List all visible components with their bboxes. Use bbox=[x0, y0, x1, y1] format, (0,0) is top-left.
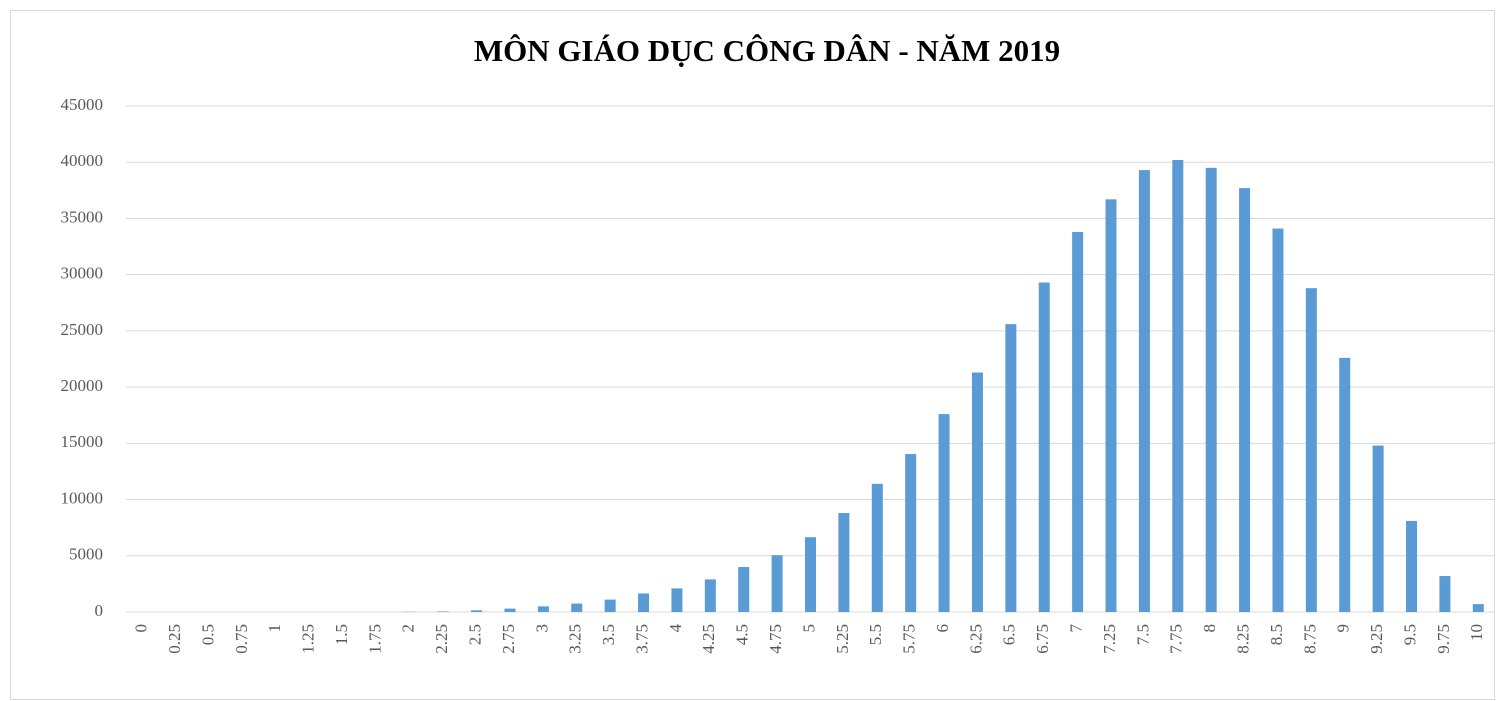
bar bbox=[1172, 159, 1184, 612]
x-tick-label: 8.75 bbox=[1300, 624, 1319, 654]
bar bbox=[1272, 228, 1284, 612]
x-tick-label: 1.75 bbox=[365, 624, 384, 654]
y-tick-label: 5000 bbox=[69, 545, 103, 564]
x-tick-label: 4.5 bbox=[733, 624, 752, 645]
bar bbox=[1472, 604, 1484, 612]
bar bbox=[1339, 357, 1351, 612]
x-tick-label: 2 bbox=[399, 624, 418, 633]
y-tick-label: 45000 bbox=[61, 95, 104, 114]
bar bbox=[1439, 576, 1451, 612]
x-tick-label: 6.5 bbox=[1000, 624, 1019, 645]
bar bbox=[1305, 288, 1317, 612]
x-tick-label: 3.5 bbox=[599, 624, 618, 645]
chart-frame bbox=[10, 10, 1495, 700]
y-tick-label: 10000 bbox=[61, 488, 104, 507]
chart-title: MÔN GIÁO DỤC CÔNG DÂN - NĂM 2019 bbox=[474, 33, 1060, 68]
x-tick-label: 7.75 bbox=[1167, 624, 1186, 654]
x-tick-label: 9.25 bbox=[1367, 624, 1386, 654]
bar bbox=[1406, 520, 1418, 612]
x-tick-label: 10 bbox=[1467, 624, 1486, 641]
x-tick-label: 5 bbox=[799, 624, 818, 633]
x-tick-label: 8.5 bbox=[1267, 624, 1286, 645]
y-tick-label: 0 bbox=[95, 601, 104, 620]
x-tick-label: 7.5 bbox=[1133, 624, 1152, 645]
bar bbox=[871, 483, 883, 612]
bar bbox=[537, 606, 549, 612]
x-tick-label: 8 bbox=[1200, 624, 1219, 633]
y-tick-label: 20000 bbox=[61, 376, 104, 395]
x-tick-label: 5.25 bbox=[833, 624, 852, 654]
bar bbox=[1138, 170, 1150, 613]
bar bbox=[938, 414, 950, 612]
x-tick-label: 2.75 bbox=[499, 624, 518, 654]
bar bbox=[1038, 282, 1050, 612]
y-tick-label: 15000 bbox=[61, 432, 104, 451]
bar bbox=[905, 454, 917, 612]
bar bbox=[504, 608, 516, 612]
x-tick-label: 1.25 bbox=[299, 624, 318, 654]
x-tick-label: 2.25 bbox=[432, 624, 451, 654]
x-tick-label: 8.25 bbox=[1233, 624, 1252, 654]
bar bbox=[604, 599, 616, 612]
y-tick-label: 30000 bbox=[61, 264, 104, 283]
x-tick-label: 7.25 bbox=[1100, 624, 1119, 654]
x-tick-label: 1 bbox=[265, 624, 284, 633]
bar bbox=[1205, 167, 1217, 612]
x-tick-label: 1.5 bbox=[332, 624, 351, 645]
bar bbox=[738, 567, 750, 612]
bar bbox=[704, 579, 716, 612]
x-tick-label: 7 bbox=[1067, 624, 1086, 633]
x-tick-label: 4.25 bbox=[699, 624, 718, 654]
bar bbox=[971, 372, 983, 612]
x-tick-label: 9.5 bbox=[1400, 624, 1419, 645]
bar bbox=[471, 610, 483, 612]
x-tick-label: 3.25 bbox=[566, 624, 585, 654]
bar bbox=[805, 537, 816, 612]
bar bbox=[1105, 199, 1117, 612]
x-tick-label: 6.75 bbox=[1033, 624, 1052, 654]
x-tick-label: 0.25 bbox=[165, 624, 184, 654]
x-tick-label: 0 bbox=[132, 624, 151, 633]
bar bbox=[671, 588, 683, 612]
bar bbox=[1239, 188, 1251, 612]
x-tick-label: 6.25 bbox=[966, 624, 985, 654]
bar bbox=[838, 513, 850, 612]
y-tick-label: 25000 bbox=[61, 320, 104, 339]
x-tick-label: 5.5 bbox=[866, 624, 885, 645]
bar bbox=[638, 593, 650, 612]
x-tick-label: 3.75 bbox=[632, 624, 651, 654]
bar bbox=[1372, 445, 1384, 612]
x-tick-label: 0.75 bbox=[232, 624, 251, 654]
bar bbox=[1072, 231, 1084, 612]
x-tick-label: 2.5 bbox=[466, 624, 485, 645]
x-tick-label: 4.75 bbox=[766, 624, 785, 654]
y-tick-label: 40000 bbox=[61, 151, 104, 170]
bar bbox=[771, 555, 783, 612]
x-tick-label: 6 bbox=[933, 624, 952, 633]
x-tick-label: 9 bbox=[1334, 624, 1353, 633]
x-tick-label: 5.75 bbox=[900, 624, 919, 654]
x-tick-label: 9.75 bbox=[1434, 624, 1453, 654]
x-tick-label: 0.5 bbox=[198, 624, 217, 645]
bar bbox=[571, 603, 583, 612]
x-tick-label: 3 bbox=[532, 624, 551, 633]
bar bbox=[437, 611, 449, 612]
x-tick-label: 4 bbox=[666, 624, 685, 633]
y-tick-label: 35000 bbox=[61, 207, 104, 226]
bar bbox=[1005, 324, 1017, 612]
